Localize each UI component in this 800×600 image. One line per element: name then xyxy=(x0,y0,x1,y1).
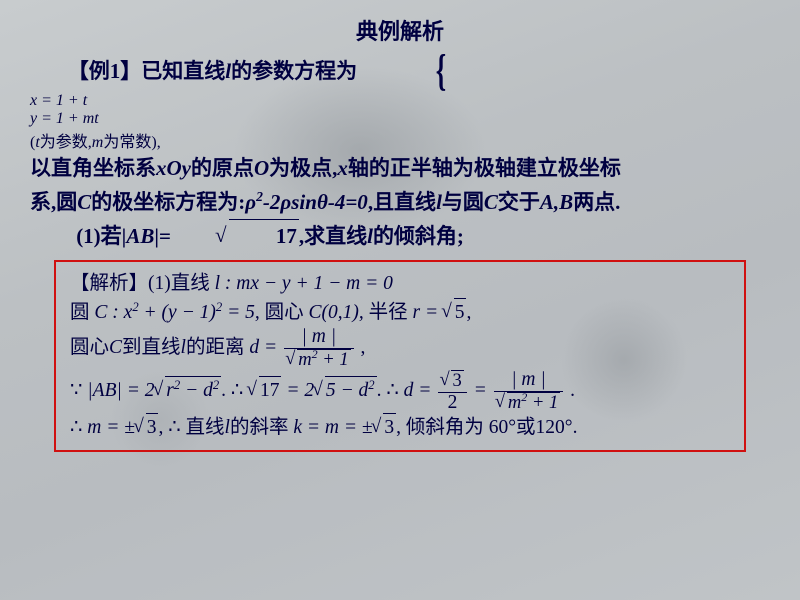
eq-bot: y = 1 + mt xyxy=(30,110,770,128)
eq: = 2 xyxy=(281,380,314,401)
sqrt: 5 − d2 xyxy=(314,376,376,405)
text: 【例1】已知直线 xyxy=(68,59,226,83)
fraction: | m | m2 + 1 xyxy=(494,370,564,413)
comma: , xyxy=(396,417,401,438)
sqrt-17: 17 xyxy=(248,376,281,405)
text: 与圆 xyxy=(442,190,484,214)
sol-line-3: 圆心C到直线l的距离 d = | m | m2 + 1 , xyxy=(70,327,365,370)
problem-line-3: 系,圆C的极坐标方程为:ρ2-2ρsinθ-4=0,且直线l与圆C交于A,B两点… xyxy=(30,186,770,220)
eq-top: x = 1 + t xyxy=(30,92,770,110)
text: 为常数), xyxy=(103,134,160,151)
dot: . xyxy=(377,380,382,401)
eq: m = ± xyxy=(87,417,135,438)
comma: , xyxy=(361,337,366,358)
var-O: O xyxy=(254,156,269,180)
var-AB: AB xyxy=(126,224,154,248)
den: m2 + 1 xyxy=(494,392,564,413)
sol-line-5: m = ±3, 直线l的斜率 k = m = ±3, 倾斜角为 60°或120°… xyxy=(70,413,730,442)
center: C(0,1), xyxy=(309,302,364,323)
sol-line-4: |AB| = 2r2 − d2. 17 = 25 − d2. d = 3 2 =… xyxy=(70,370,575,413)
den: m2 + 1 xyxy=(284,349,354,370)
eq: |AB| = 2 xyxy=(87,380,154,401)
fraction-d: | m | m2 + 1 xyxy=(284,327,354,370)
problem-q1: (1)若|AB|=17,求直线l的倾斜角; xyxy=(30,219,770,254)
problem-line-1: 【例1】已知直线l的参数方程为 { xyxy=(30,54,770,92)
text: 到直线 xyxy=(122,337,181,358)
num: | m | xyxy=(494,370,564,391)
solution-box: 【解析】(1)直线 l : mx − y + 1 − m = 0 圆 C : x… xyxy=(54,260,746,453)
var-m: m xyxy=(92,134,104,151)
therefore-icon xyxy=(386,380,398,401)
sqrt-5: 5 xyxy=(443,298,466,327)
var-xoy: xOy xyxy=(156,156,191,180)
dot: . xyxy=(221,380,226,401)
therefore-icon xyxy=(231,380,243,401)
var-x: x xyxy=(337,156,348,180)
var-AB: A,B xyxy=(540,190,573,214)
text: 或 xyxy=(516,417,536,438)
polar-eq: ρ2-2ρsinθ-4=0 xyxy=(245,190,368,214)
text: 以直角坐标系 xyxy=(30,156,156,180)
circle-eq: C : x2 + (y − 1)2 = 5, xyxy=(94,302,259,323)
sqrt-17: 17 xyxy=(171,219,299,254)
angle-60: 60° xyxy=(489,417,516,438)
eq: d = xyxy=(404,380,437,401)
text: ,求直线 xyxy=(299,224,367,248)
text: 【解析】(1)直线 xyxy=(70,273,210,294)
eq: d = xyxy=(249,337,282,358)
slide-content: 典例解析 【例1】已知直线l的参数方程为 { x = 1 + t y = 1 +… xyxy=(0,0,800,452)
text: 的原点 xyxy=(191,156,254,180)
text: 圆心 xyxy=(265,302,304,323)
text: 半径 xyxy=(369,302,408,323)
text: 圆 xyxy=(70,302,90,323)
dot: . xyxy=(570,380,575,401)
den: 2 xyxy=(438,393,466,413)
fraction: 3 2 xyxy=(438,370,466,413)
text: 轴的正半轴为极轴建立极坐标 xyxy=(348,156,621,180)
comma: , xyxy=(158,417,163,438)
because-icon xyxy=(70,380,82,401)
angle-120: 120°. xyxy=(536,417,578,438)
param-equations: { xyxy=(364,54,462,92)
sol-line-2: 圆 C : x2 + (y − 1)2 = 5, 圆心 C(0,1), 半径 r… xyxy=(70,298,730,327)
num: | m | xyxy=(284,327,354,348)
sqrt: r2 − d2 xyxy=(155,376,222,405)
eq: l : mx − y + 1 − m = 0 xyxy=(210,273,393,294)
text: 的参数方程为 xyxy=(231,59,357,83)
problem-block: 【例1】已知直线l的参数方程为 { x = 1 + t y = 1 + mt (… xyxy=(30,54,770,254)
text: ,且直线 xyxy=(368,190,436,214)
text: 的斜率 xyxy=(230,417,289,438)
text: 交于 xyxy=(498,190,540,214)
problem-line-2: 以直角坐标系xOy的原点O为极点,x轴的正半轴为极轴建立极坐标 xyxy=(30,152,770,186)
text: 两点. xyxy=(573,190,620,214)
text: 倾斜角为 xyxy=(406,417,484,438)
var-C: C xyxy=(109,337,122,358)
therefore-icon xyxy=(168,417,180,438)
text: (1)若| xyxy=(76,224,126,248)
brace-icon: { xyxy=(413,52,446,90)
eq: = xyxy=(474,380,492,401)
eq: r = xyxy=(413,302,444,323)
sqrt-3: 3 xyxy=(373,413,396,442)
text: 的距离 xyxy=(186,337,245,358)
eq: k = m = ± xyxy=(293,417,372,438)
var-C: C xyxy=(77,190,91,214)
var-C: C xyxy=(484,190,498,214)
therefore-icon xyxy=(70,417,82,438)
sol-line-1: 【解析】(1)直线 l : mx − y + 1 − m = 0 xyxy=(70,270,730,298)
text: 为极点, xyxy=(269,156,337,180)
text: 直线 xyxy=(186,417,225,438)
num: 3 xyxy=(438,370,466,392)
text: 的倾斜角; xyxy=(373,224,464,248)
sqrt-3: 3 xyxy=(135,413,158,442)
text: 的极坐标方程为: xyxy=(91,190,245,214)
comma: , xyxy=(466,302,471,323)
text: 系,圆 xyxy=(30,190,77,214)
text: 圆心 xyxy=(70,337,109,358)
text: 为参数, xyxy=(40,134,92,151)
page-title: 典例解析 xyxy=(30,14,770,46)
